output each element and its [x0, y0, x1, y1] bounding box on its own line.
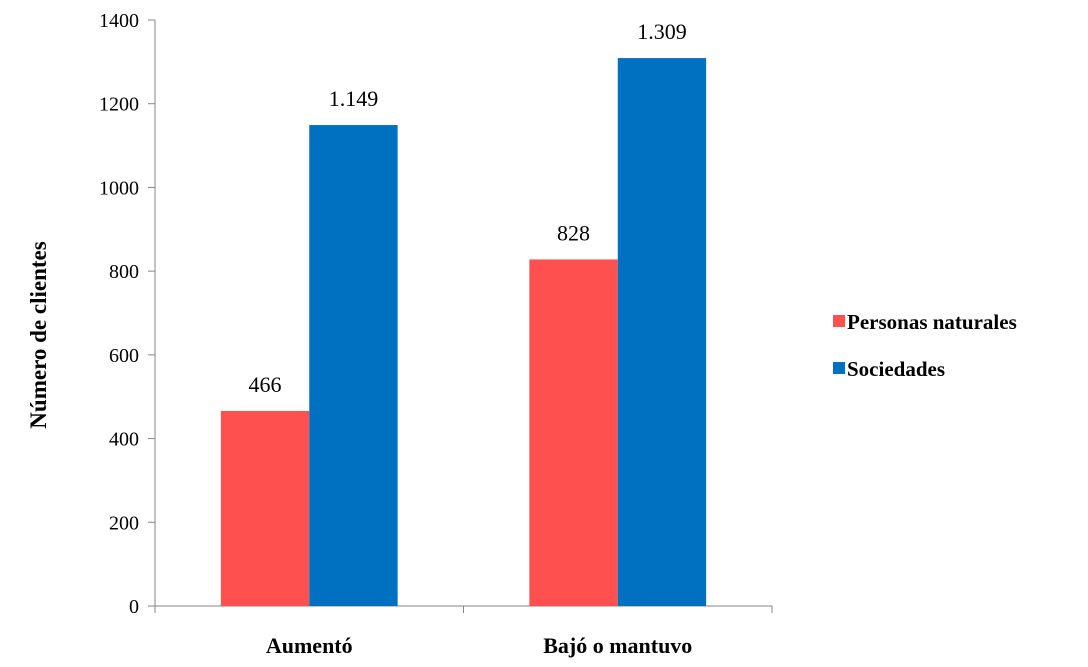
y-tick-label: 1200: [99, 94, 139, 116]
bar: [309, 125, 398, 606]
y-tick-label: 800: [109, 261, 139, 283]
bars: [220, 58, 707, 606]
legend: Personas naturales Sociedades: [833, 310, 1017, 381]
data-label: 828: [557, 220, 590, 245]
data-label: 466: [249, 372, 282, 397]
legend-swatch: [833, 315, 845, 327]
y-axis-title: Número de clientes: [26, 241, 51, 428]
x-category-label: Aumentó: [266, 633, 353, 658]
axes: 0 200 400 600 800 1000 1200 1400: [99, 10, 773, 618]
y-tick-label: 1400: [99, 10, 139, 32]
legend-label: Sociedades: [847, 357, 945, 381]
bar: [617, 58, 707, 606]
bar: [220, 410, 310, 606]
y-tick-label: 1000: [99, 177, 139, 199]
y-tick-label: 600: [109, 345, 139, 367]
data-label: 1.309: [637, 19, 687, 44]
bar: [529, 259, 618, 606]
y-tick-label: 0: [129, 596, 139, 618]
y-tick-label: 400: [109, 429, 139, 451]
x-category-label: Bajó o mantuvo: [543, 633, 692, 658]
legend-swatch: [833, 362, 845, 374]
y-tick-label: 200: [109, 512, 139, 534]
data-label: 1.149: [329, 86, 379, 111]
labels: 466 1.149 Aumentó 828 1.309 Bajó o mantuvo: [249, 19, 693, 658]
legend-label: Personas naturales: [847, 310, 1017, 334]
